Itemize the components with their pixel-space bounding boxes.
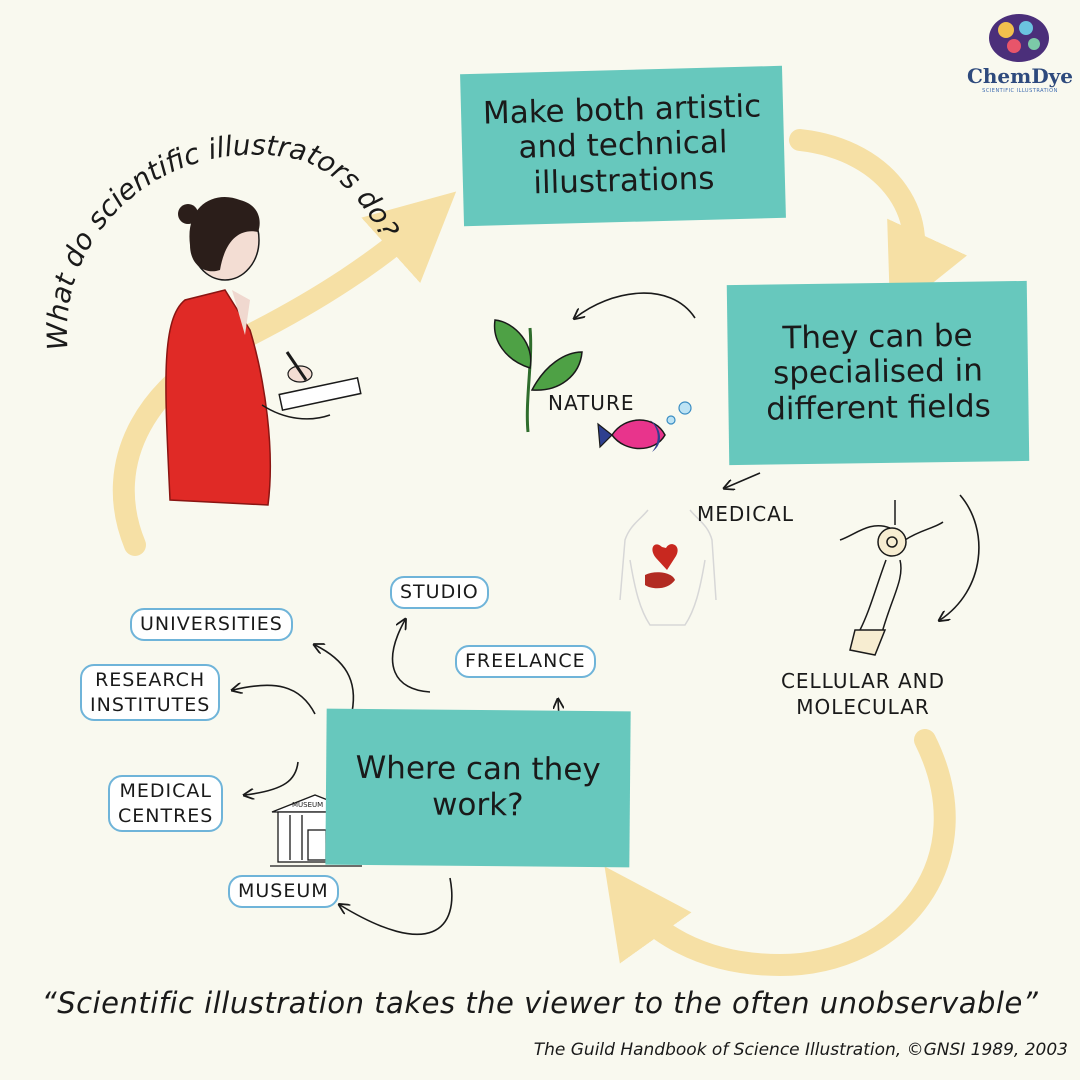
heart-icon	[645, 544, 678, 589]
citation: The Guild Handbook of Science Illustrati…	[533, 1040, 1068, 1060]
logo-name: ChemDye	[966, 64, 1074, 88]
box-specialised-fields: They can be specialised in different fie…	[726, 280, 1030, 466]
museum-sign: MUSEUM	[292, 801, 324, 809]
cycle-arrow-to-right	[789, 129, 968, 317]
illustrator-figure	[165, 197, 362, 506]
quote: “Scientific illustration takes the viewe…	[41, 986, 1039, 1020]
cloud-universities: UNIVERSITIES	[130, 608, 293, 641]
fish-icon	[597, 401, 692, 452]
plant-icon	[493, 319, 583, 433]
chemdye-logo	[989, 14, 1049, 62]
box-artistic-technical: Make both artistic and technical illustr…	[460, 65, 786, 227]
cloud-freelance: FREELANCE	[455, 645, 596, 678]
box-specialised-text: They can be specialised in different fie…	[765, 317, 992, 428]
label-medical: MEDICAL	[697, 502, 794, 526]
box-work-text: Where can they work?	[355, 750, 601, 824]
box-artistic-text: Make both artistic and technical illustr…	[482, 87, 762, 202]
logo-tagline: SCIENTIFIC ILLUSTRATION	[982, 88, 1058, 94]
pointer-arrows	[233, 292, 980, 936]
cloud-research-institutes: RESEARCH INSTITUTES	[80, 664, 221, 722]
cloud-museum: MUSEUM	[228, 875, 339, 908]
label-cellular-molecular: CELLULAR AND MOLECULAR	[780, 669, 946, 719]
cloud-studio: STUDIO	[390, 576, 489, 609]
label-nature: NATURE	[548, 391, 635, 415]
cloud-medical-centres: MEDICAL CENTRES	[108, 775, 224, 833]
torso-icon	[619, 509, 717, 626]
cycle-arrow-to-bottom	[604, 729, 956, 977]
box-where-work: Where can they work?	[325, 708, 631, 868]
neuron-icon	[839, 500, 944, 656]
